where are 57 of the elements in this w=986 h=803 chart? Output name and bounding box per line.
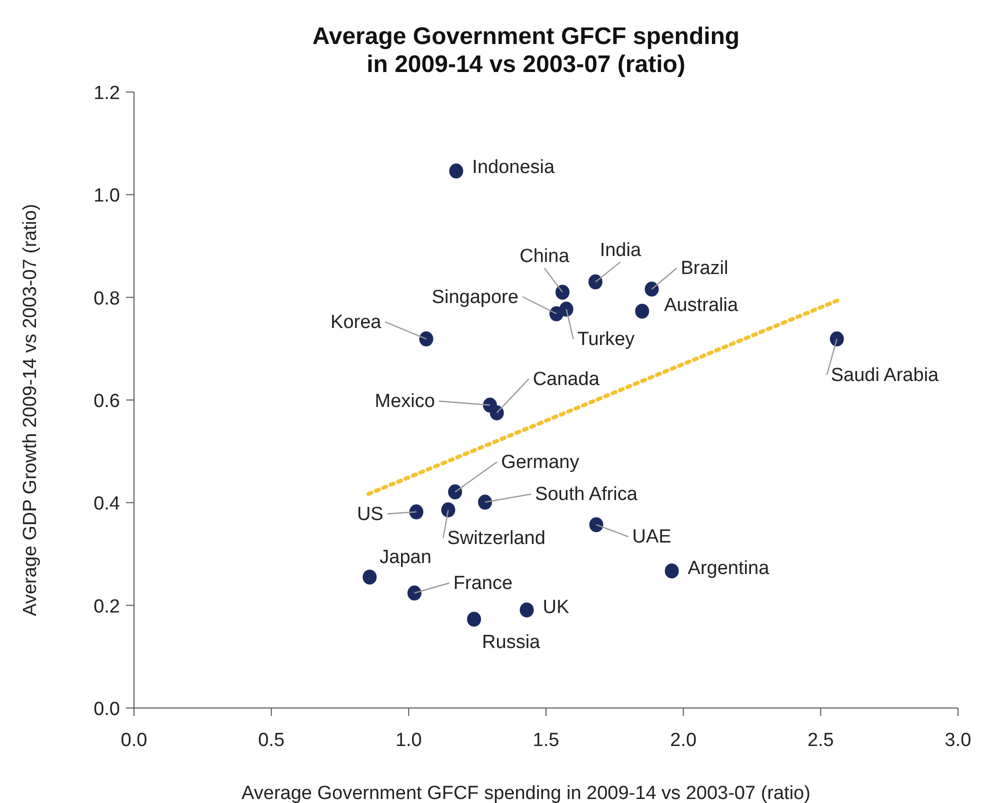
point	[419, 331, 434, 346]
annotation: UK	[542, 596, 570, 618]
y-tick-label: 0.0	[94, 699, 120, 720]
point	[490, 405, 504, 420]
point	[559, 302, 574, 317]
y-tick-label: 0.8	[94, 288, 120, 310]
y-tick-label: 0.2	[94, 596, 120, 618]
x-tick-label: 0.0	[120, 730, 148, 751]
point	[407, 586, 422, 601]
y-tick-label: 1.0	[94, 186, 120, 207]
point	[362, 570, 377, 585]
x-tick-label: 3.0	[944, 730, 972, 751]
point	[589, 517, 604, 532]
y-tick-label: 0.6	[94, 391, 120, 412]
annotation: India	[600, 240, 642, 261]
annotation: Japan	[380, 547, 432, 568]
annotation: Indonesia	[472, 157, 556, 178]
annotation: Turkey	[577, 329, 636, 350]
x-tick-label: 2.0	[670, 730, 697, 751]
point	[664, 563, 679, 578]
y-axis-title: Average GDP Growth 2009-14 vs 2003-07 (ratio)	[20, 204, 41, 616]
x-tick-label: 1.5	[532, 730, 560, 751]
point	[588, 274, 602, 290]
point	[467, 612, 482, 627]
point	[478, 494, 492, 510]
annotation: Singapore	[432, 286, 518, 308]
annotation: Russia	[482, 632, 541, 654]
chart-title: Average Government GFCF spending in 2009-14 vs 2003-07 (ratio)	[312, 23, 740, 78]
annotation: South Africa	[535, 484, 638, 506]
annotation: Saudi Arabia	[830, 364, 940, 386]
point	[644, 282, 659, 297]
point	[635, 304, 650, 319]
annotation: Germany	[501, 452, 580, 473]
annotation: Switzerland	[447, 528, 546, 549]
annotation: Brazil	[680, 258, 728, 280]
annotation: China	[520, 246, 570, 268]
point	[520, 602, 534, 618]
point	[409, 504, 424, 520]
point	[448, 484, 462, 500]
annotation: Mexico	[374, 391, 435, 412]
x-tick-label: 0.5	[258, 730, 285, 751]
x-tick-label: 1.0	[395, 730, 422, 751]
annotation: Australia	[664, 295, 738, 316]
x-tick-label: 2.5	[807, 730, 834, 751]
x-axis-title: Average Government GFCF spending in 2009-14 vs 2003-07 (ratio)	[242, 783, 810, 803]
y-tick-label: 0.4	[94, 494, 120, 515]
annotation: France	[453, 573, 513, 594]
annotation: Korea	[330, 312, 382, 333]
point	[555, 284, 570, 300]
annotation: Argentina	[688, 558, 770, 579]
point	[830, 331, 844, 346]
annotation: US	[356, 504, 384, 525]
y-tick-label: 1.2	[94, 83, 120, 104]
annotation: Canada	[532, 368, 600, 390]
annotation: UAE	[632, 526, 672, 548]
point	[449, 164, 464, 179]
point	[441, 502, 456, 518]
